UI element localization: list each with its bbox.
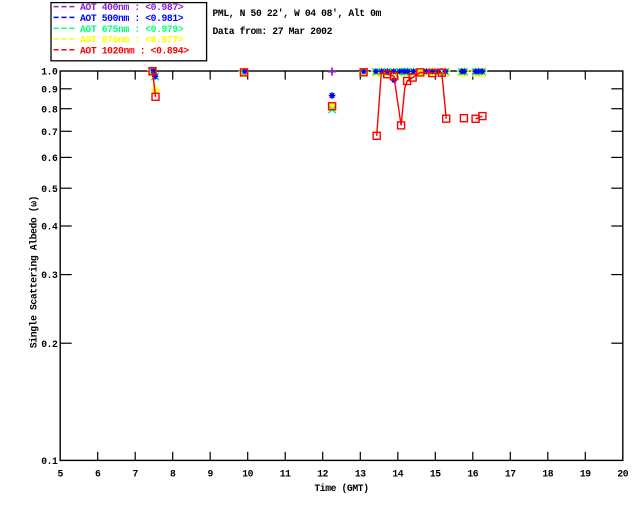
svg-text:8: 8 xyxy=(170,469,176,480)
svg-text:AOT 1020nm : <0.894>: AOT 1020nm : <0.894> xyxy=(80,45,189,56)
svg-text:Single Scattering Albedo (ω): Single Scattering Albedo (ω) xyxy=(29,196,40,348)
svg-text:7: 7 xyxy=(132,469,138,480)
svg-text:PML, N 50 22', W 04 08', Alt 0: PML, N 50 22', W 04 08', Alt 0m xyxy=(213,8,382,19)
svg-text:0.1: 0.1 xyxy=(41,456,58,467)
svg-text:0.5: 0.5 xyxy=(41,184,58,195)
svg-text:15: 15 xyxy=(430,469,441,480)
svg-text:16: 16 xyxy=(467,469,478,480)
svg-text:AOT 500nm : <0.981>: AOT 500nm : <0.981> xyxy=(80,13,184,24)
svg-text:9: 9 xyxy=(207,469,213,480)
svg-text:0.9: 0.9 xyxy=(41,84,58,95)
svg-text:AOT 675nm : <0.979>: AOT 675nm : <0.979> xyxy=(80,24,184,35)
svg-text:12: 12 xyxy=(317,469,328,480)
svg-text:10: 10 xyxy=(242,469,253,480)
svg-text:0.3: 0.3 xyxy=(41,270,58,281)
svg-text:0.8: 0.8 xyxy=(41,104,58,115)
svg-text:20: 20 xyxy=(617,469,628,480)
svg-text:19: 19 xyxy=(580,469,591,480)
svg-text:0.4: 0.4 xyxy=(41,222,58,233)
svg-text:5: 5 xyxy=(57,469,63,480)
svg-text:Data from: 27 Mar 2002: Data from: 27 Mar 2002 xyxy=(213,26,333,37)
svg-text:Time (GMT): Time (GMT) xyxy=(314,483,368,494)
svg-text:AOT 400nm : <0.987>: AOT 400nm : <0.987> xyxy=(80,2,184,13)
svg-text:14: 14 xyxy=(392,469,403,480)
svg-text:0.7: 0.7 xyxy=(41,127,58,138)
svg-text:17: 17 xyxy=(505,469,516,480)
svg-text:0.6: 0.6 xyxy=(41,153,58,164)
svg-text:0.2: 0.2 xyxy=(41,339,58,350)
svg-text:1.0: 1.0 xyxy=(41,67,58,78)
svg-text:6: 6 xyxy=(95,469,101,480)
svg-text:18: 18 xyxy=(542,469,553,480)
svg-text:13: 13 xyxy=(355,469,366,480)
svg-text:11: 11 xyxy=(280,469,291,480)
svg-text:AOT 870nm : <0.977>: AOT 870nm : <0.977> xyxy=(80,35,184,46)
